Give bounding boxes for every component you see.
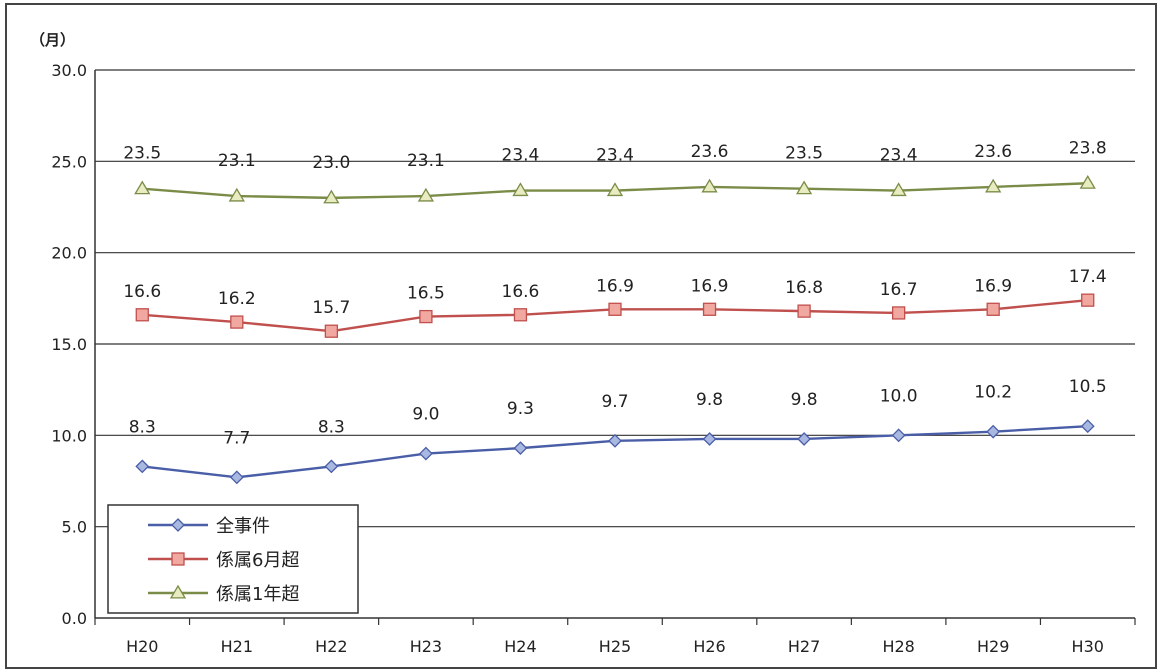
data-point-2 xyxy=(890,182,907,197)
data-label: 10.5 xyxy=(1069,377,1107,397)
data-label: 9.7 xyxy=(601,392,628,412)
x-tick-label: H22 xyxy=(315,637,347,656)
x-tick-label: H28 xyxy=(882,637,914,656)
data-point-1 xyxy=(419,309,433,324)
data-point-1 xyxy=(230,315,244,329)
legend-label: 全事件 xyxy=(216,516,270,537)
data-point-0 xyxy=(229,470,244,485)
data-label: 23.6 xyxy=(691,142,729,162)
data-label: 8.3 xyxy=(318,417,345,437)
x-tick-label: H25 xyxy=(599,637,631,656)
legend-marker-2 xyxy=(169,584,187,599)
data-label: 16.6 xyxy=(123,282,161,302)
data-label: 23.1 xyxy=(407,151,445,171)
y-unit-label: （月） xyxy=(30,31,75,49)
data-point-1 xyxy=(891,306,906,320)
y-tick-label: 10.0 xyxy=(51,426,87,445)
x-tick-label: H24 xyxy=(504,637,536,656)
data-label: 16.8 xyxy=(785,278,823,298)
data-point-2 xyxy=(795,180,813,195)
data-label: 16.2 xyxy=(218,289,256,309)
data-label: 16.6 xyxy=(502,282,540,302)
data-point-2 xyxy=(228,187,245,202)
data-label: 16.9 xyxy=(691,276,729,296)
data-label: 16.9 xyxy=(596,276,634,296)
data-label: 16.7 xyxy=(880,280,918,300)
data-label: 17.4 xyxy=(1069,267,1107,287)
data-point-0 xyxy=(135,459,150,474)
data-point-1 xyxy=(608,302,622,316)
data-point-0 xyxy=(702,432,717,446)
data-label: 23.6 xyxy=(974,142,1012,162)
axis-layer: 0.0 5.0 10.0 15.0 20.0 25.0 30.0 H20 H21 H22 H23 H2… xyxy=(51,61,1136,656)
data-point-0 xyxy=(891,428,906,443)
x-tick-label: H23 xyxy=(410,637,442,656)
x-tick-label: H26 xyxy=(693,637,725,656)
data-point-1 xyxy=(1081,293,1095,307)
data-point-2 xyxy=(1079,174,1096,189)
data-point-1 xyxy=(797,304,811,318)
y-tick-label: 20.0 xyxy=(51,244,87,263)
y-tick-label: 25.0 xyxy=(51,152,87,171)
x-tick-label: H27 xyxy=(788,637,820,656)
data-label: 9.8 xyxy=(696,390,723,410)
legend-label: 係属6月超 xyxy=(216,550,299,571)
data-point-2 xyxy=(417,187,435,202)
y-tick-label: 15.0 xyxy=(51,335,87,354)
data-label: 23.1 xyxy=(218,151,256,171)
data-label: 9.8 xyxy=(791,390,818,410)
x-tick-label: H21 xyxy=(221,637,253,656)
data-label: 23.5 xyxy=(785,144,823,164)
data-point-1 xyxy=(324,324,339,338)
data-point-1 xyxy=(513,308,528,322)
data-point-2 xyxy=(985,178,1002,193)
legend-label: 係属1年超 xyxy=(216,584,299,605)
y-tick-label: 0.0 xyxy=(62,609,87,628)
data-point-2 xyxy=(512,182,529,197)
data-label: 23.0 xyxy=(312,153,350,173)
data-label: 23.4 xyxy=(880,146,918,166)
data-label: 23.4 xyxy=(596,146,634,166)
legend-marker-0 xyxy=(171,518,185,532)
data-label: 15.7 xyxy=(312,298,350,318)
data-point-0 xyxy=(513,441,528,456)
data-label: 9.3 xyxy=(507,399,534,419)
data-label: 10.2 xyxy=(974,383,1012,403)
data-label: 16.9 xyxy=(974,276,1012,296)
data-label-layer: 8.3 7.7 8.3 9.0 9.3 9.7 9.8 9.8 10.0 10.2 10.5 16.6… xyxy=(123,138,1106,448)
data-point-0 xyxy=(1080,419,1095,434)
y-tick-label: 30.0 xyxy=(51,61,87,80)
x-tick-label: H30 xyxy=(1072,637,1104,656)
data-label: 23.8 xyxy=(1069,138,1107,158)
data-label: 23.4 xyxy=(502,146,540,166)
data-point-0 xyxy=(324,459,339,474)
x-tick-label: H29 xyxy=(977,637,1009,656)
series-layer xyxy=(134,174,1096,485)
data-point-0 xyxy=(986,424,1001,439)
data-point-2 xyxy=(323,189,340,204)
data-label: 8.3 xyxy=(129,417,156,437)
data-point-2 xyxy=(701,178,718,193)
data-point-2 xyxy=(134,180,151,195)
data-label: 23.5 xyxy=(123,144,161,164)
data-point-0 xyxy=(418,446,433,461)
data-label: 7.7 xyxy=(223,428,250,448)
x-tick-label: H20 xyxy=(126,637,158,656)
data-label: 16.5 xyxy=(407,284,445,304)
legend-marker-1 xyxy=(171,552,185,566)
data-point-1 xyxy=(702,302,717,316)
y-tick-label: 5.0 xyxy=(62,518,87,537)
data-point-1 xyxy=(135,308,149,322)
data-point-0 xyxy=(797,432,812,446)
data-label: 9.0 xyxy=(412,405,439,425)
data-point-2 xyxy=(606,182,624,197)
data-label: 10.0 xyxy=(880,386,918,406)
data-point-0 xyxy=(608,433,622,448)
data-point-1 xyxy=(986,302,1000,316)
